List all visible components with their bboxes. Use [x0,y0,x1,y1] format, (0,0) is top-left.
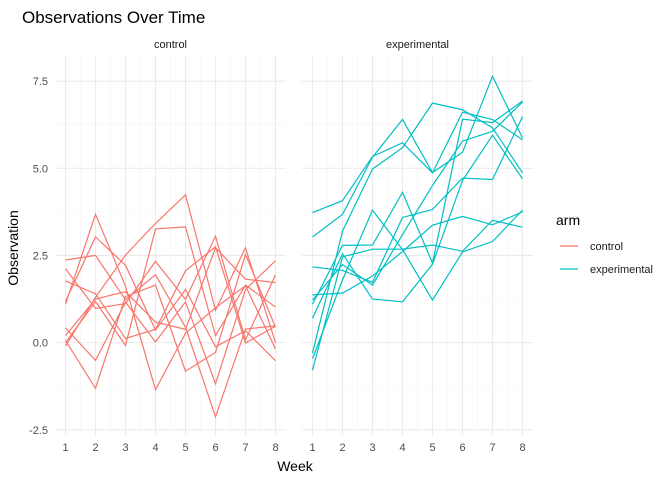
control-x-tick-label: 4 [152,442,158,454]
experimental-series-line-6 [311,219,523,371]
legend-label-experimental: experimental [590,264,653,276]
panel-strip-experimental: experimental [386,39,449,51]
experimental-x-tick-label: 2 [339,442,345,454]
control-series-line-6 [65,245,276,344]
experimental-series-line-9 [312,101,523,301]
y-tick-label: 2.5 [33,250,48,262]
y-tick-label: -2.5 [29,425,48,437]
y-axis-ticks: -2.5 0.0 2.5 5.0 7.5 [29,76,48,437]
panel-strip-control: control [154,39,187,51]
panel-control: control 1 2 3 4 5 6 7 8 [55,39,286,454]
control-series-line-7 [65,234,277,342]
legend-label-control: control [590,241,623,253]
control-x-tick-label: 2 [92,442,98,454]
experimental-series-line-10 [311,102,523,354]
control-series-line-9 [64,235,276,362]
legend-title: arm [556,212,580,228]
control-series-line-4 [64,193,277,347]
control-series-line-10 [64,252,277,390]
experimental-x-tick-label: 8 [519,442,525,454]
control-x-tick-label: 7 [242,442,248,454]
panel-experimental-grid [302,55,533,435]
control-series-line-8 [65,226,276,347]
legend-entries: control experimental [560,241,653,276]
experimental-series-line-3 [311,100,523,305]
experimental-x-tick-label: 3 [369,442,375,454]
experimental-series-line-2 [312,74,524,238]
chart-title: Observations Over Time [22,8,205,27]
experimental-series-line-7 [311,134,523,319]
control-x-tick-label: 8 [272,442,278,454]
control-series-line-5 [65,260,276,386]
panel-experimental-lines [311,74,524,371]
experimental-series-line-1 [312,111,523,214]
panel-experimental: experimental 1 2 3 4 5 6 7 8 [302,39,533,454]
control-x-tick-label: 5 [182,442,188,454]
experimental-x-tick-label: 4 [399,442,405,454]
y-tick-label: 0.0 [33,338,48,350]
control-series-line-3 [64,212,277,392]
experimental-x-tick-label: 5 [429,442,435,454]
y-axis-title: Observation [5,210,21,285]
legend: arm control experimental [556,212,653,276]
experimental-series-line-4 [312,211,523,296]
panel-control-xticks: 1 2 3 4 5 6 7 8 [62,442,278,454]
panel-experimental-xticks: 1 2 3 4 5 6 7 8 [309,442,525,454]
x-axis-title: Week [277,458,314,474]
control-x-tick-label: 6 [212,442,218,454]
experimental-x-tick-label: 1 [309,442,315,454]
y-tick-label: 7.5 [33,76,48,88]
control-x-tick-label: 3 [122,442,128,454]
experimental-x-tick-label: 7 [489,442,495,454]
experimental-x-tick-label: 6 [459,442,465,454]
y-tick-label: 5.0 [33,163,48,175]
experimental-series-line-5 [312,116,524,284]
panel-control-lines [64,193,277,419]
control-x-tick-label: 1 [62,442,68,454]
control-series-line-2 [65,246,276,337]
